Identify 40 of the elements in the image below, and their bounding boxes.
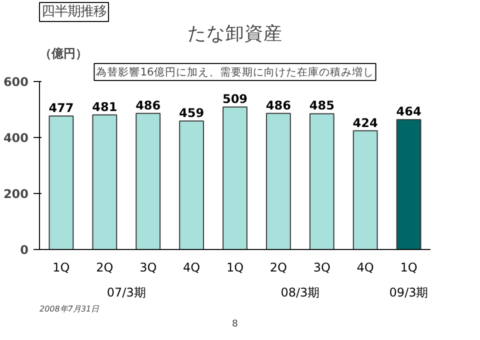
data-label: 459 <box>179 106 204 120</box>
bar <box>48 115 74 250</box>
y-axis-title: （億円） <box>40 46 88 60</box>
data-label: 509 <box>222 92 248 106</box>
x-tick-label: 2Q <box>270 260 287 274</box>
y-tick-label: 200 <box>3 187 29 201</box>
y-tick-label: 600 <box>3 75 29 89</box>
data-label: 485 <box>309 98 334 113</box>
bar <box>179 120 204 250</box>
data-label: 464 <box>396 104 422 119</box>
bar <box>352 130 378 250</box>
text: 09/3期 <box>389 286 428 300</box>
x-tick-label: 4Q <box>356 260 374 274</box>
y-tick-label: 400 <box>3 131 29 145</box>
x-tick-label: 1Q <box>52 260 70 274</box>
bar <box>136 112 161 250</box>
text: 08/3期 <box>280 286 320 300</box>
data-label: 424 <box>352 116 378 130</box>
bar <box>222 106 248 250</box>
x-tick-label: 4Q <box>183 260 200 274</box>
bar <box>92 114 118 250</box>
x-tick-label: 3Q <box>140 260 157 274</box>
data-label: 486 <box>266 98 291 112</box>
text: 為替影響16億円に加え、需要期に向けた在庫の積み増し <box>96 66 374 78</box>
bar <box>266 112 291 250</box>
x-tick-label: 1Q <box>226 260 244 274</box>
text: 8 <box>232 318 238 330</box>
text: 07/3期 <box>106 286 146 300</box>
bar <box>396 119 422 250</box>
data-label: 486 <box>136 98 161 112</box>
bar <box>309 113 334 250</box>
chart-title: たな卸資産 <box>188 22 282 44</box>
x-tick-label: 3Q <box>313 260 330 274</box>
x-tick-label: 2Q <box>96 260 114 274</box>
chart-subtitle: 四半期推移 <box>42 4 106 20</box>
text: 2008年7月31日 <box>40 304 100 314</box>
data-label: 477 <box>48 100 74 115</box>
x-tick-label: 1Q <box>400 260 418 274</box>
data-label: 481 <box>92 100 118 114</box>
y-tick-label: 0 <box>20 243 29 257</box>
